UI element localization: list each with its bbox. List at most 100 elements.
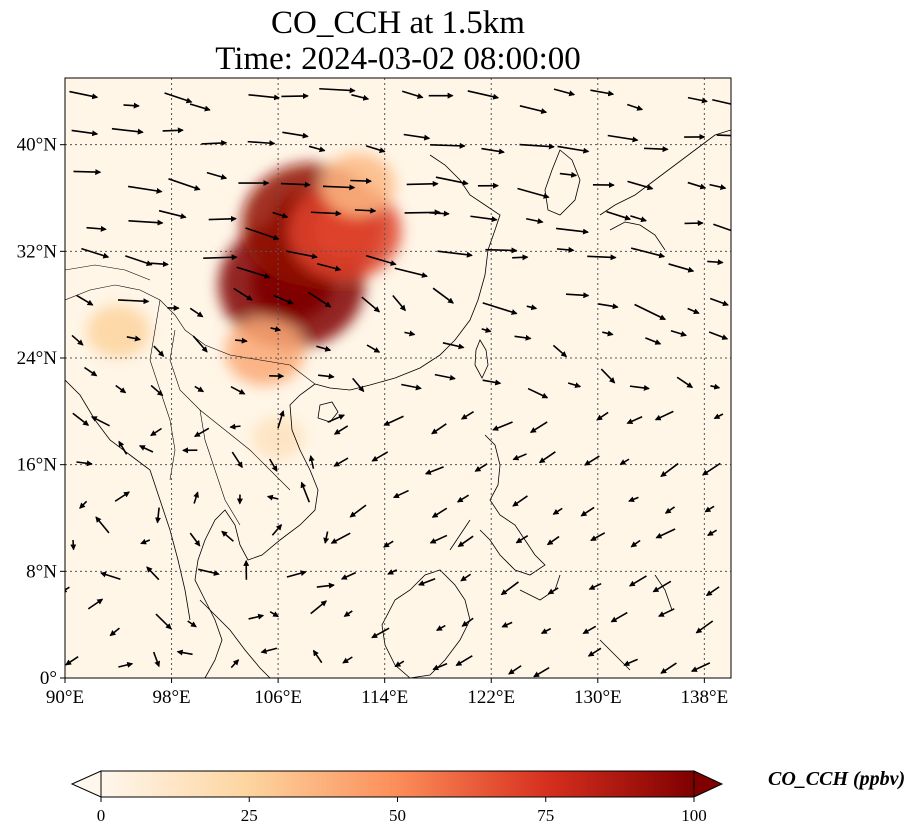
wind-arrow <box>387 569 398 575</box>
wind-arrow <box>312 649 323 664</box>
wind-arrow <box>327 414 345 423</box>
wind-arrow <box>350 177 372 184</box>
lon-tick-label: 130°E <box>574 687 622 708</box>
wind-arrow <box>394 660 405 668</box>
wind-arrow <box>308 145 326 153</box>
wind-arrow <box>307 291 332 308</box>
wind-arrow <box>392 489 409 499</box>
colorbar-tick-label: 100 <box>681 806 707 825</box>
wind-arrow <box>627 180 654 191</box>
wind-arrow <box>708 331 729 340</box>
wind-arrow <box>81 247 110 259</box>
wind-arrow <box>317 262 342 272</box>
wind-arrow <box>111 127 144 135</box>
country-borders <box>65 264 316 526</box>
wind-arrow <box>233 287 253 301</box>
wind-arrow <box>76 460 93 467</box>
wind-arrow <box>189 532 201 547</box>
wind-arrow <box>153 345 165 357</box>
wind-arrow <box>86 225 107 232</box>
wind-arrow <box>100 571 121 581</box>
wind-arrow <box>308 454 315 469</box>
wind-arrow <box>660 662 677 674</box>
wind-arrow <box>189 307 204 318</box>
colorbar-ticks: 0 25 50 75 100 <box>97 797 707 825</box>
coastline-japan <box>599 129 731 251</box>
wind-arrow <box>140 538 151 545</box>
colorbar-tick-label: 0 <box>97 806 106 825</box>
lat-tick-label: 40°N <box>17 135 58 156</box>
wind-arrow <box>268 458 278 472</box>
wind-arrow <box>559 171 578 178</box>
wind-arrow <box>310 600 327 615</box>
lon-tick-label: 98°E <box>152 687 190 708</box>
wind-arrow <box>619 458 630 466</box>
wind-arrow <box>73 169 102 176</box>
wind-arrow <box>580 506 595 517</box>
wind-arrow <box>392 294 406 312</box>
co-hotspot-3 <box>224 317 305 386</box>
wind-arrow <box>115 384 127 394</box>
wind-arrow <box>236 266 271 279</box>
wind-arrow <box>710 383 721 390</box>
wind-arrow <box>588 582 602 590</box>
wind-arrow <box>118 440 128 455</box>
wind-arrow <box>365 254 397 266</box>
wind-arrow <box>87 598 104 610</box>
lat-tick-label: 16°N <box>17 455 58 476</box>
coastline-taiwan <box>474 339 489 379</box>
wind-arrow <box>705 586 720 597</box>
wind-arrow <box>712 98 731 105</box>
wind-arrow <box>630 539 641 548</box>
wind-arrow <box>687 181 707 190</box>
wind-arrow <box>455 655 473 667</box>
wind-arrow <box>501 621 513 628</box>
wind-arrow <box>150 384 164 397</box>
wind-arrow <box>527 387 549 399</box>
wind-arrow <box>629 384 650 391</box>
wind-arrow <box>512 254 529 261</box>
lon-tick-label: 114°E <box>361 687 408 708</box>
map-background <box>65 78 731 678</box>
wind-arrow <box>584 455 600 466</box>
wind-arrow <box>526 217 544 225</box>
wind-arrow <box>456 494 470 503</box>
wind-arrow <box>547 587 559 595</box>
wind-vectors <box>65 87 731 678</box>
wind-arrow <box>206 171 228 180</box>
wind-arrow <box>150 261 169 268</box>
wind-arrow <box>248 613 265 620</box>
wind-arrow <box>660 462 679 477</box>
wind-arrow <box>435 624 446 632</box>
wind-arrow <box>485 247 518 254</box>
wind-arrow <box>150 427 162 437</box>
wind-arrow <box>457 535 474 548</box>
wind-arrow <box>687 96 708 104</box>
wind-arrow <box>176 649 193 656</box>
wind-arrow <box>70 540 77 551</box>
wind-arrow <box>500 581 519 596</box>
wind-arrow <box>371 627 390 639</box>
wind-arrow <box>602 330 614 337</box>
wind-arrow <box>404 330 416 337</box>
wind-arrow <box>626 416 643 425</box>
wind-arrow <box>164 92 193 104</box>
lat-tick-label: 32°N <box>17 241 58 262</box>
wind-arrow <box>72 412 90 426</box>
wind-arrow <box>95 516 110 534</box>
coastline-china-east <box>314 154 501 391</box>
wind-arrow <box>670 329 687 337</box>
wind-arrow <box>201 140 228 147</box>
wind-arrow <box>277 410 285 429</box>
wind-arrow <box>323 531 330 544</box>
wind-arrow <box>273 294 294 305</box>
wind-arrow <box>704 505 715 513</box>
wind-arrow <box>269 611 279 618</box>
wind-arrow <box>690 662 711 672</box>
wind-arrow <box>333 457 349 467</box>
wind-arrow <box>474 463 488 472</box>
lat-tick-label: 0° <box>40 668 57 689</box>
wind-arrow <box>567 382 582 389</box>
wind-arrow <box>460 573 472 582</box>
wind-arrow <box>128 219 164 226</box>
